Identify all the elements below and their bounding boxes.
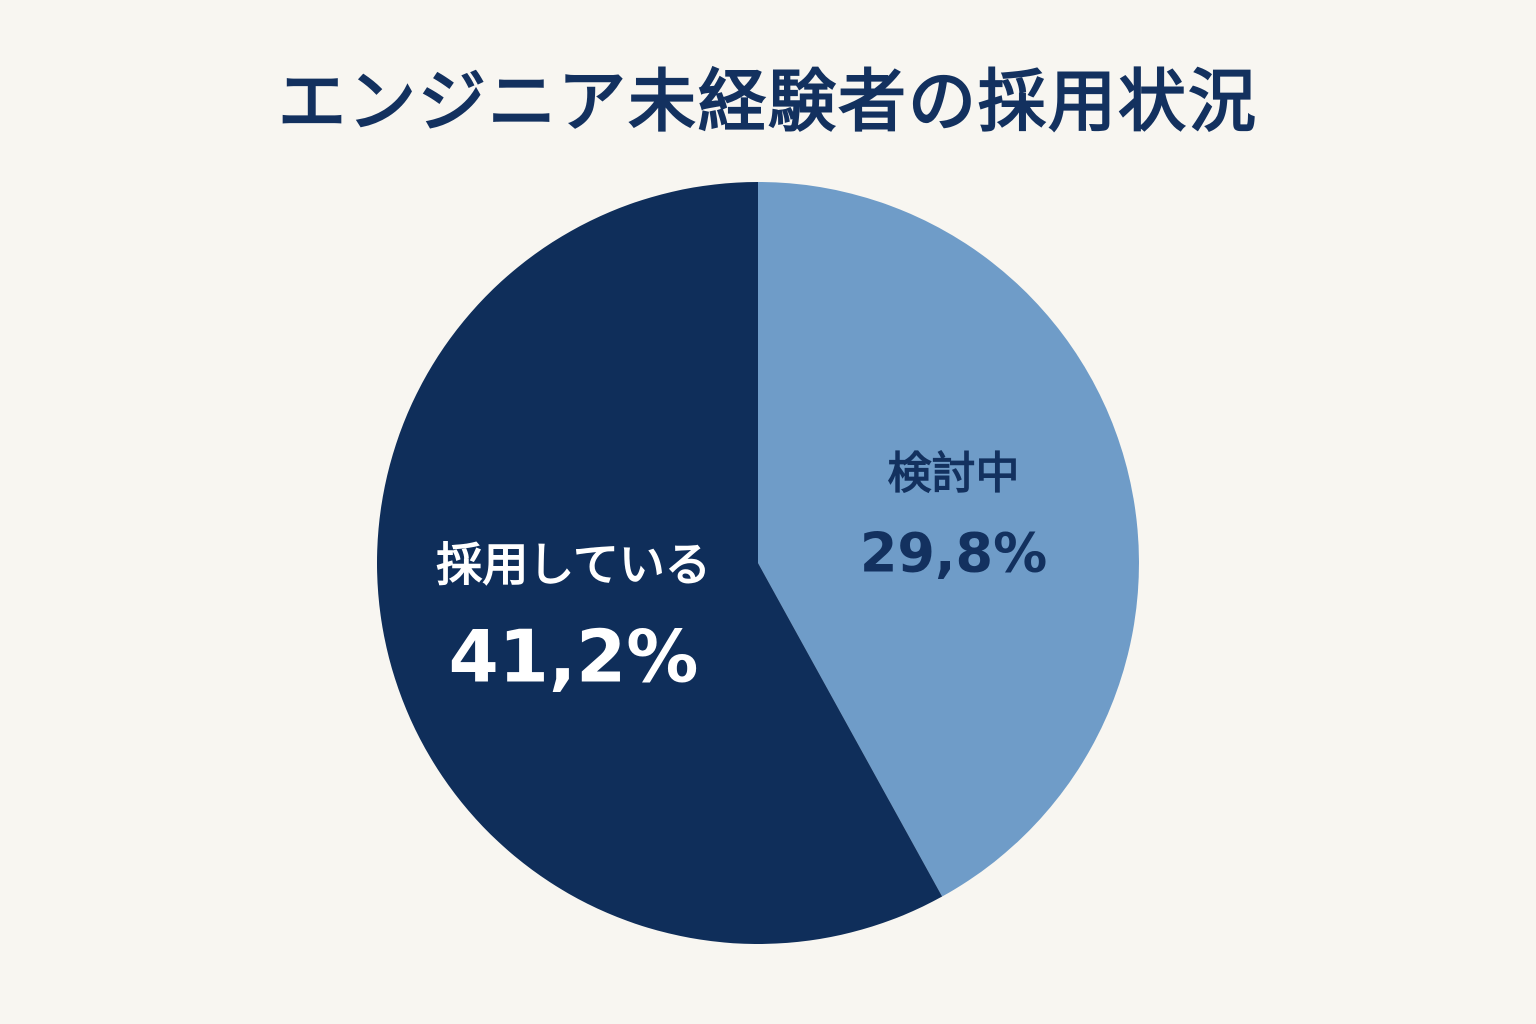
pie-slice-1 — [758, 182, 1140, 897]
slice-value-label-2: 41,2% — [449, 615, 699, 699]
pie-slice-2 — [377, 182, 943, 944]
chart-title: エンジニア未経験者の採用状況 — [277, 63, 1258, 142]
slice-label-1: 検討中 — [888, 448, 1020, 499]
slice-value-label-1: 29,8% — [860, 522, 1047, 585]
slice-label-2: 採用している — [436, 538, 711, 592]
